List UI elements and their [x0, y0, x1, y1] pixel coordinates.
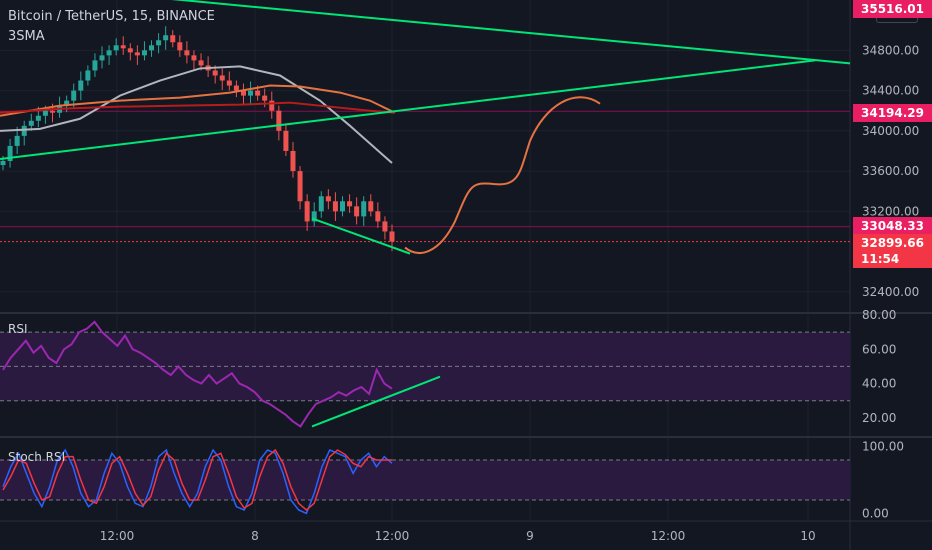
time-tick-label: 9: [526, 529, 534, 543]
rsi-tick-label: 40.00: [862, 377, 896, 391]
candle-body: [99, 55, 105, 61]
candle-body: [240, 90, 246, 96]
symbol-title[interactable]: Bitcoin / TetherUS, 15, BINANCE: [8, 9, 215, 24]
candle-body: [106, 50, 112, 56]
candle-body: [28, 120, 34, 126]
stoch-tick-label: 100.00: [862, 440, 904, 454]
candle-body: [375, 211, 381, 222]
candle-body: [50, 110, 56, 113]
candle-body: [339, 201, 345, 212]
stoch-tick-label: 0.00: [862, 506, 889, 520]
candle-body: [7, 145, 13, 162]
candle-body: [21, 125, 27, 136]
candle-body: [347, 201, 353, 207]
candle-body: [248, 90, 254, 96]
candle-body: [389, 231, 395, 242]
candle-body: [134, 52, 140, 56]
rsi-tick-label: 60.00: [862, 342, 896, 356]
candle-body: [85, 70, 91, 81]
candle-body: [212, 70, 218, 76]
candle-body: [233, 85, 239, 91]
candle-body: [226, 80, 232, 86]
price-tick-label: 34400.00: [862, 84, 919, 98]
candle-body: [92, 60, 98, 71]
candle-body: [127, 48, 133, 53]
triangle-lower-line: [0, 59, 816, 161]
candle-body: [269, 100, 275, 111]
candle-body: [318, 196, 324, 212]
candle-body: [297, 171, 303, 202]
stoch-band: [0, 460, 850, 500]
wedge-line: [311, 217, 411, 255]
candle-body: [290, 150, 296, 172]
candle-body: [325, 196, 331, 202]
candle-body: [255, 90, 261, 96]
stoch-line-k: [2, 448, 393, 515]
candle-body: [0, 161, 6, 166]
rsi-trendline: [311, 375, 441, 428]
candle-body: [170, 35, 176, 43]
triangle-upper-line: [171, 0, 851, 65]
sma-slow-line: [0, 101, 396, 114]
candle-body: [283, 130, 289, 151]
candle-body: [163, 35, 169, 41]
candle-body: [368, 201, 374, 212]
candle-body: [354, 206, 360, 217]
time-tick-label: 8: [251, 529, 259, 543]
time-tick-label: 10: [800, 529, 815, 543]
candle-body: [382, 221, 388, 232]
price-tick-label: 34000.00: [862, 124, 919, 138]
candle-body: [198, 60, 204, 66]
candle-body: [78, 80, 84, 91]
candle-body: [120, 45, 126, 49]
time-tick-label: 12:00: [651, 529, 686, 543]
price-tick-label: 32400.00: [862, 285, 919, 299]
candle-body: [177, 42, 183, 51]
candle-body: [262, 95, 268, 101]
candle-body: [149, 45, 155, 51]
candle-body: [64, 100, 70, 106]
rsi-tick-label: 80.00: [862, 308, 896, 322]
countdown-badge: 11:54: [853, 250, 932, 268]
candle-body: [141, 50, 147, 56]
rsi-line: [2, 320, 393, 428]
indicator-label[interactable]: 3SMA: [8, 29, 45, 44]
candle-body: [191, 55, 197, 61]
candle-body: [14, 135, 20, 146]
rsi-pane-label[interactable]: RSI: [8, 322, 28, 336]
time-tick-label: 12:00: [375, 529, 410, 543]
candle-body: [156, 40, 162, 46]
price-tick-label: 33200.00: [862, 204, 919, 218]
sma-mid-line: [0, 84, 396, 117]
stoch-rsi-pane-label[interactable]: Stoch RSI: [8, 450, 66, 464]
price-badge-last: 32899.66: [853, 234, 932, 252]
rsi-tick-label: 20.00: [862, 411, 896, 425]
price-badge-resistance: 34194.29: [853, 104, 932, 122]
candle-body: [304, 201, 310, 222]
candle-body: [276, 110, 282, 131]
price-tick-label: 33600.00: [862, 164, 919, 178]
stoch-line-d: [2, 448, 392, 511]
time-tick-label: 12:00: [100, 529, 135, 543]
price-badge-upper: 35516.01: [853, 0, 932, 18]
sma-fast-line: [0, 65, 393, 164]
candle-body: [71, 90, 77, 101]
candle-body: [184, 50, 190, 56]
candle-body: [113, 45, 119, 51]
price-tick-label: 34800.00: [862, 43, 919, 57]
price-badge-support: 33048.33: [853, 217, 932, 235]
projected-path: [404, 96, 601, 254]
candle-body: [332, 201, 338, 212]
candle-body: [311, 211, 317, 222]
candle-body: [42, 110, 48, 116]
candle-body: [219, 75, 225, 81]
candle-body: [361, 201, 367, 217]
candle-body: [35, 115, 41, 121]
